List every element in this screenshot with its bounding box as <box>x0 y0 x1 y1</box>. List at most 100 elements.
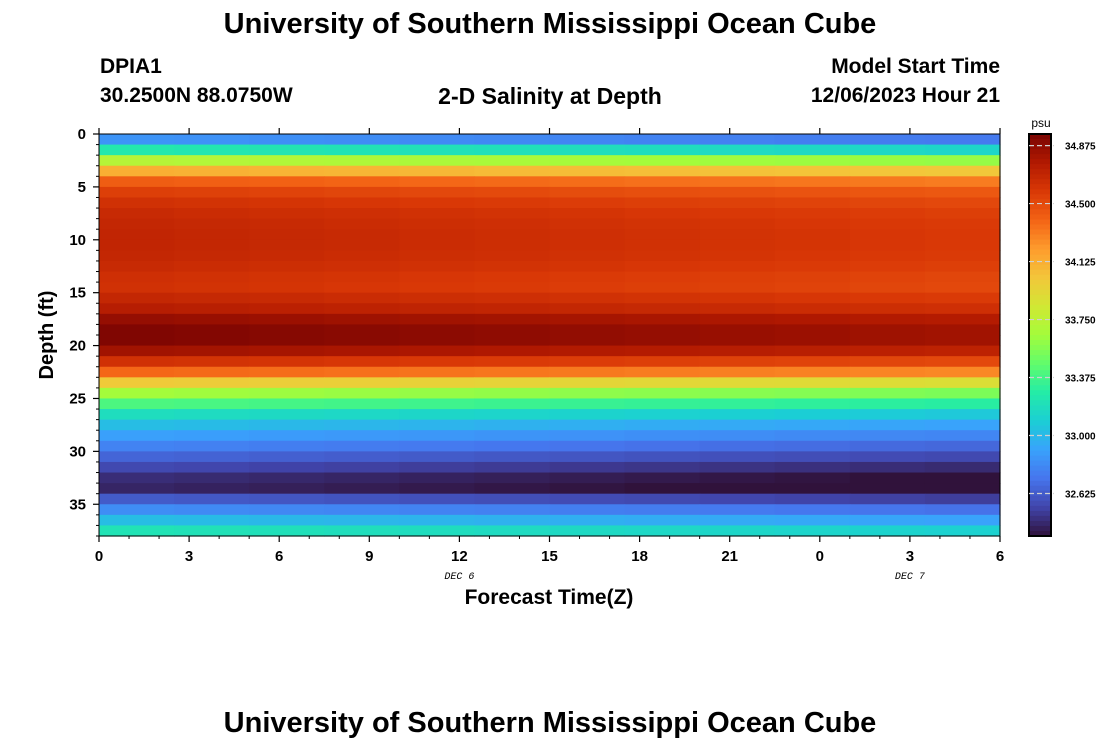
heatmap-cell <box>474 144 551 156</box>
heatmap-cell <box>174 324 250 336</box>
heatmap-cell <box>474 335 551 347</box>
heatmap-cell <box>549 313 626 326</box>
heatmap-cell <box>174 493 250 505</box>
heatmap-cell <box>699 292 776 304</box>
colorbar-tick-label: 34.125 <box>1065 258 1096 269</box>
colorbar-segment <box>1029 259 1051 266</box>
y-axis-title: Depth (ft) <box>36 291 58 380</box>
heatmap-cell <box>624 176 701 188</box>
heatmap-cell <box>624 345 701 357</box>
heatmap-cell <box>849 504 926 516</box>
heatmap-cell <box>99 335 175 347</box>
heatmap-cell <box>99 229 175 241</box>
heatmap-cell <box>549 292 626 304</box>
heatmap-cell <box>324 303 400 315</box>
heatmap-cell <box>774 186 851 199</box>
heatmap-cell <box>699 239 776 251</box>
heatmap-cell <box>549 377 626 389</box>
heatmap-cell <box>249 324 325 336</box>
heatmap-cell <box>474 239 551 251</box>
heatmap-cell <box>849 303 926 315</box>
heatmap-cell <box>774 282 851 294</box>
x-tick-label: 0 <box>816 548 824 565</box>
colorbar-segment <box>1029 264 1051 271</box>
heatmap-cell <box>249 335 325 347</box>
x-axis-title: Forecast Time(Z) <box>465 586 634 609</box>
heatmap-cell <box>774 483 851 495</box>
heatmap-cell <box>624 229 701 241</box>
colorbar-segment <box>1029 495 1051 502</box>
heatmap-cell <box>924 335 1001 347</box>
heatmap-cell <box>324 271 400 283</box>
heatmap-cell <box>324 144 400 156</box>
heatmap-cell <box>849 250 926 262</box>
heatmap-cell <box>924 208 1001 220</box>
heatmap-cell <box>174 504 250 516</box>
heatmap-cell <box>774 430 851 442</box>
heatmap-cell <box>624 250 701 262</box>
colorbar-segment <box>1029 520 1051 527</box>
heatmap-cell <box>399 292 476 304</box>
heatmap-cell <box>774 345 851 357</box>
heatmap-cell <box>549 430 626 442</box>
x-tick-label: 18 <box>631 548 648 565</box>
heatmap-cell <box>924 260 1001 273</box>
x-tick-label: 3 <box>906 548 914 565</box>
date-label: DEC 6 <box>444 572 474 583</box>
axes-ticks: 0 3 6 9 12 15 18 21 0 3 6 DEC 6 DEC 7 0 5 10 15 20 25 30 35 <box>69 126 1004 583</box>
heatmap-cell <box>399 271 476 283</box>
colorbar-segment <box>1029 229 1051 236</box>
heatmap-cell <box>549 144 626 156</box>
heatmap-cell <box>174 377 250 389</box>
heatmap-cell <box>99 398 175 410</box>
heatmap-cell <box>924 419 1001 431</box>
heatmap-cell <box>849 282 926 294</box>
heatmap-cell <box>174 229 250 241</box>
heatmap-cell <box>849 144 926 156</box>
heatmap-cell <box>249 250 325 262</box>
heatmap-cell <box>99 260 175 273</box>
heatmap-cell <box>774 493 851 505</box>
heatmap-cell <box>549 345 626 357</box>
heatmap-cell <box>624 165 701 177</box>
heatmap-cell <box>249 398 325 410</box>
heatmap-cell <box>99 313 175 326</box>
colorbar-segment <box>1029 350 1051 356</box>
heatmap-cell <box>774 356 851 368</box>
heatmap-cell <box>399 398 476 410</box>
heatmap-cell <box>849 514 926 527</box>
y-tick-label: 20 <box>69 338 86 355</box>
colorbar-segment <box>1029 410 1051 416</box>
heatmap-cell <box>474 398 551 410</box>
heatmap-cell <box>774 514 851 527</box>
heatmap-cell <box>774 504 851 516</box>
heatmap-cell <box>624 239 701 251</box>
heatmap-cell <box>624 186 701 199</box>
heatmap-cell <box>549 324 626 336</box>
heatmap-cell <box>174 144 250 156</box>
heatmap-cell <box>924 144 1001 156</box>
heatmap-cell <box>324 409 400 421</box>
heatmap-cell <box>924 229 1001 241</box>
heatmap-cell <box>249 165 325 177</box>
heatmap-cell <box>324 229 400 241</box>
heatmap-cell <box>99 430 175 442</box>
heatmap-cell <box>324 440 400 452</box>
heatmap-cell <box>399 525 476 537</box>
heatmap-cell <box>699 504 776 516</box>
heatmap-cell <box>624 430 701 442</box>
heatmap-cell <box>474 483 551 495</box>
heatmap-cell <box>549 472 626 484</box>
heatmap-cell <box>699 176 776 188</box>
heatmap-cell <box>624 387 701 400</box>
heatmap-cell <box>324 483 400 495</box>
heatmap-cell <box>324 366 400 378</box>
heatmap-cell <box>774 239 851 251</box>
heatmap-cell <box>99 155 175 167</box>
heatmap-cell <box>249 419 325 431</box>
heatmap-cell <box>99 282 175 294</box>
heatmap-cell <box>99 186 175 199</box>
colorbar-segment <box>1029 405 1051 411</box>
heatmap-cell <box>99 525 175 537</box>
heatmap-cell <box>324 430 400 442</box>
